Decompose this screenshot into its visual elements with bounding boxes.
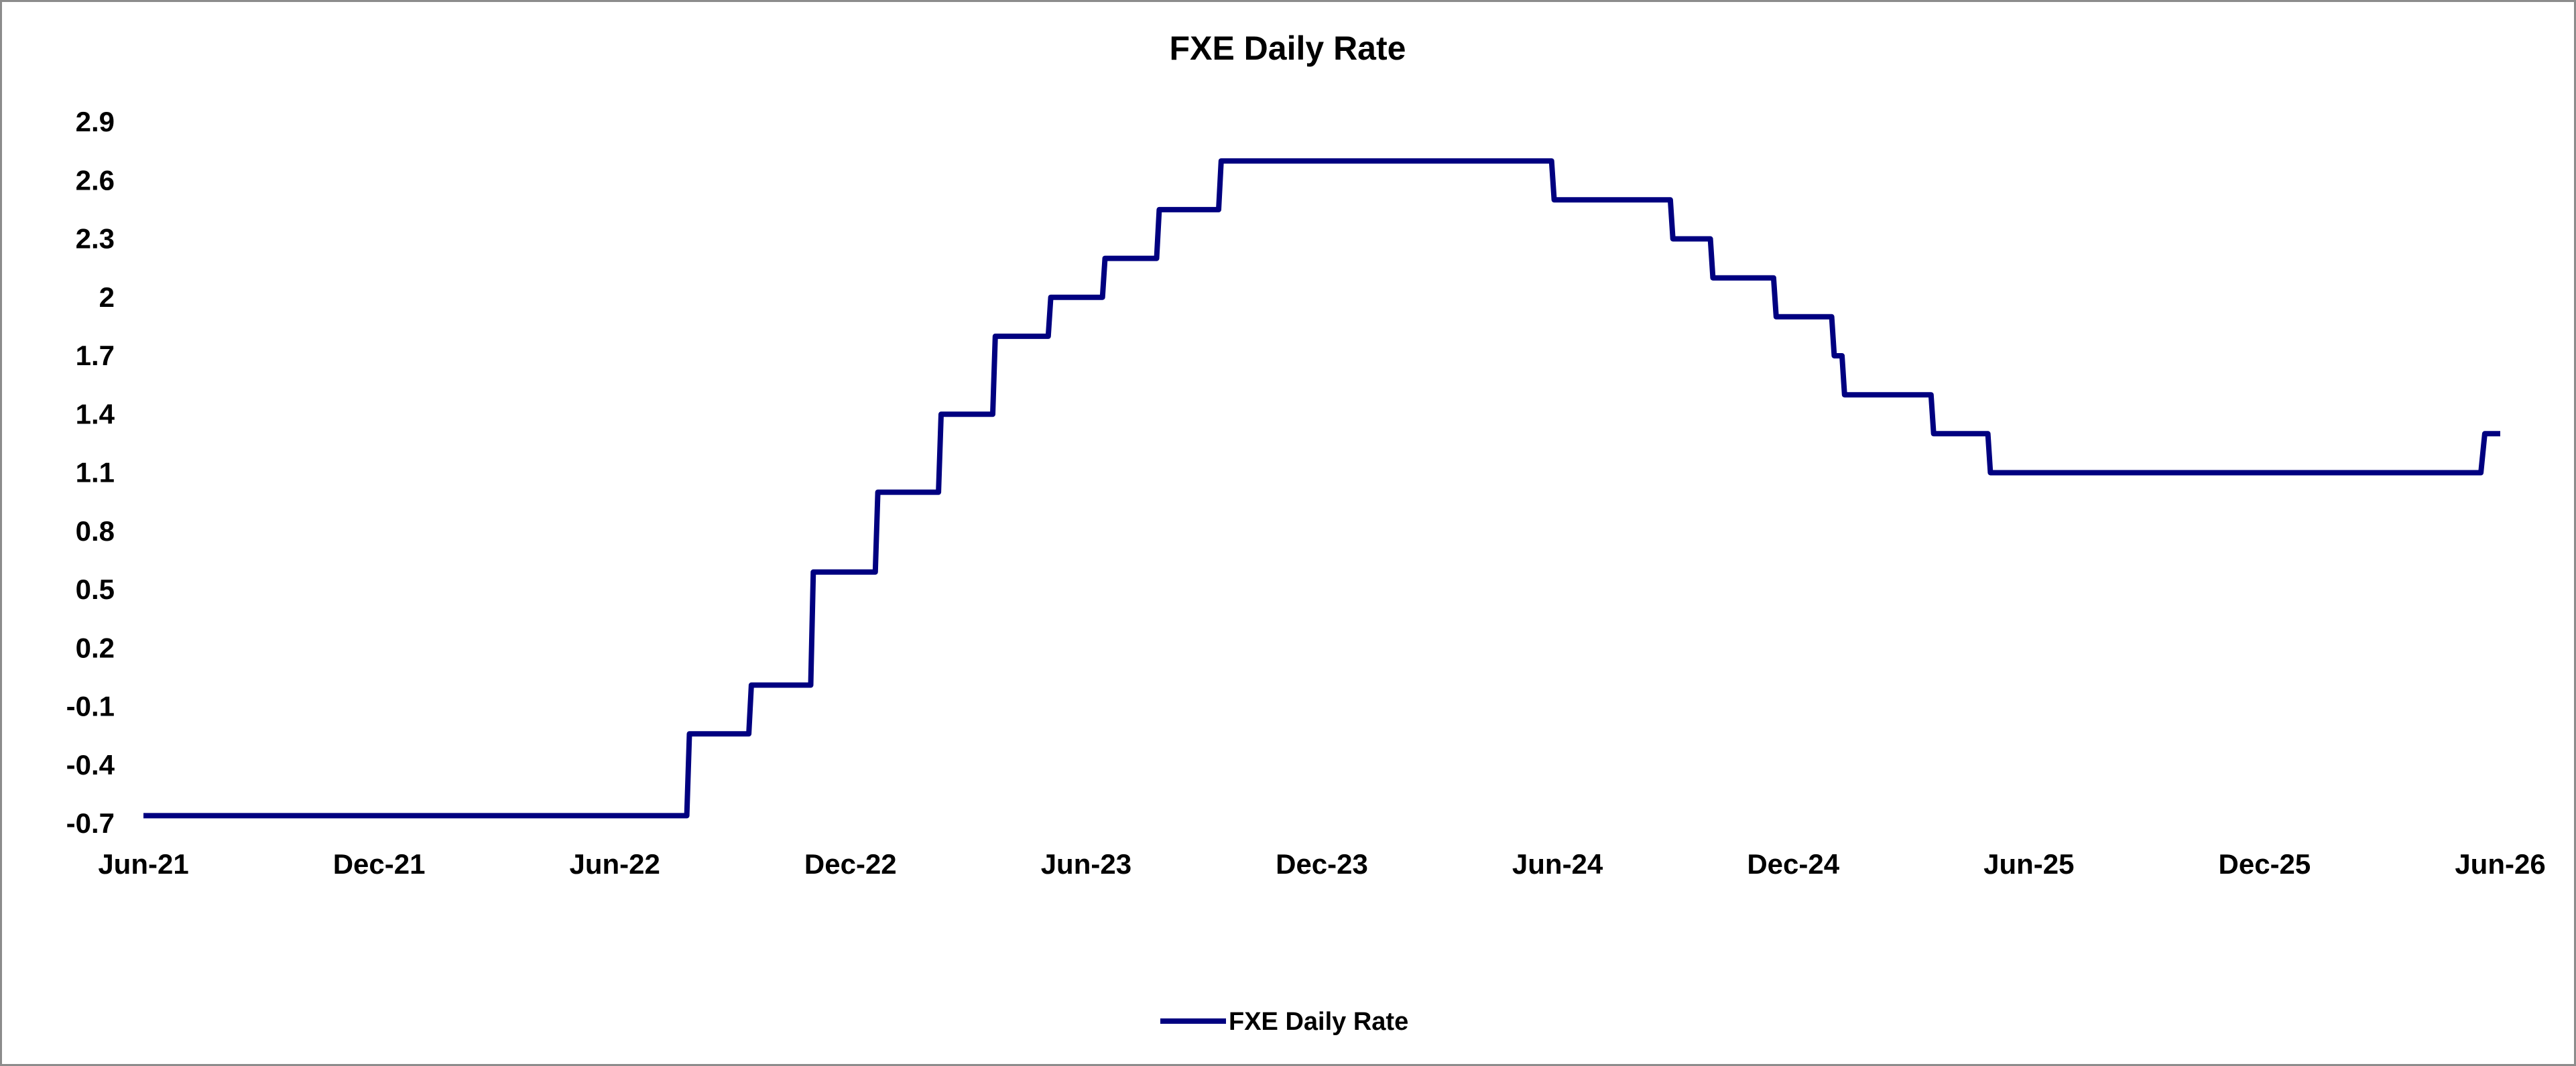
y-tick-label: 0.2 xyxy=(76,632,115,663)
x-tick-label: Jun-26 xyxy=(2455,848,2545,880)
plot-area xyxy=(143,158,2500,819)
y-tick-label: -0.7 xyxy=(66,807,115,839)
y-axis-ticks: 2.9 2.6 2.3 2 1.7 1.4 1.1 0.8 0.5 0.2 -0.1 -0.4 -0.7 xyxy=(66,106,115,839)
y-tick-label: 0.8 xyxy=(76,515,115,547)
y-tick-label: 1.7 xyxy=(76,340,115,371)
x-tick-label: Dec-23 xyxy=(1276,848,1368,880)
y-tick-label: 1.4 xyxy=(76,398,115,429)
y-tick-label: 1.1 xyxy=(76,457,115,488)
y-tick-label: 2.6 xyxy=(76,164,115,196)
series-line-fxe-daily-rate xyxy=(143,158,2500,819)
x-tick-label: Dec-22 xyxy=(804,848,897,880)
x-tick-label: Jun-23 xyxy=(1041,848,1131,880)
x-tick-label: Jun-24 xyxy=(1512,848,1603,880)
y-tick-label: 2.9 xyxy=(76,106,115,137)
x-tick-label: Dec-24 xyxy=(1747,848,1839,880)
x-tick-label: Jun-21 xyxy=(98,848,188,880)
chart-title: FXE Daily Rate xyxy=(1170,29,1406,67)
y-tick-label: 0.5 xyxy=(76,574,115,605)
legend: FXE Daily Rate xyxy=(1160,1008,1408,1036)
x-tick-label: Dec-25 xyxy=(2219,848,2311,880)
x-axis-ticks: Jun-21 Dec-21 Jun-22 Dec-22 Jun-23 Dec-23 Jun-… xyxy=(98,848,2545,880)
y-tick-label: -0.4 xyxy=(66,749,115,781)
y-tick-label: -0.1 xyxy=(66,691,115,722)
y-tick-label: 2.3 xyxy=(76,223,115,255)
x-tick-label: Jun-22 xyxy=(570,848,660,880)
x-tick-label: Dec-21 xyxy=(333,848,426,880)
x-tick-label: Jun-25 xyxy=(1983,848,2074,880)
legend-label-fxe-daily-rate: FXE Daily Rate xyxy=(1229,1008,1408,1036)
y-tick-label: 2 xyxy=(99,281,115,313)
